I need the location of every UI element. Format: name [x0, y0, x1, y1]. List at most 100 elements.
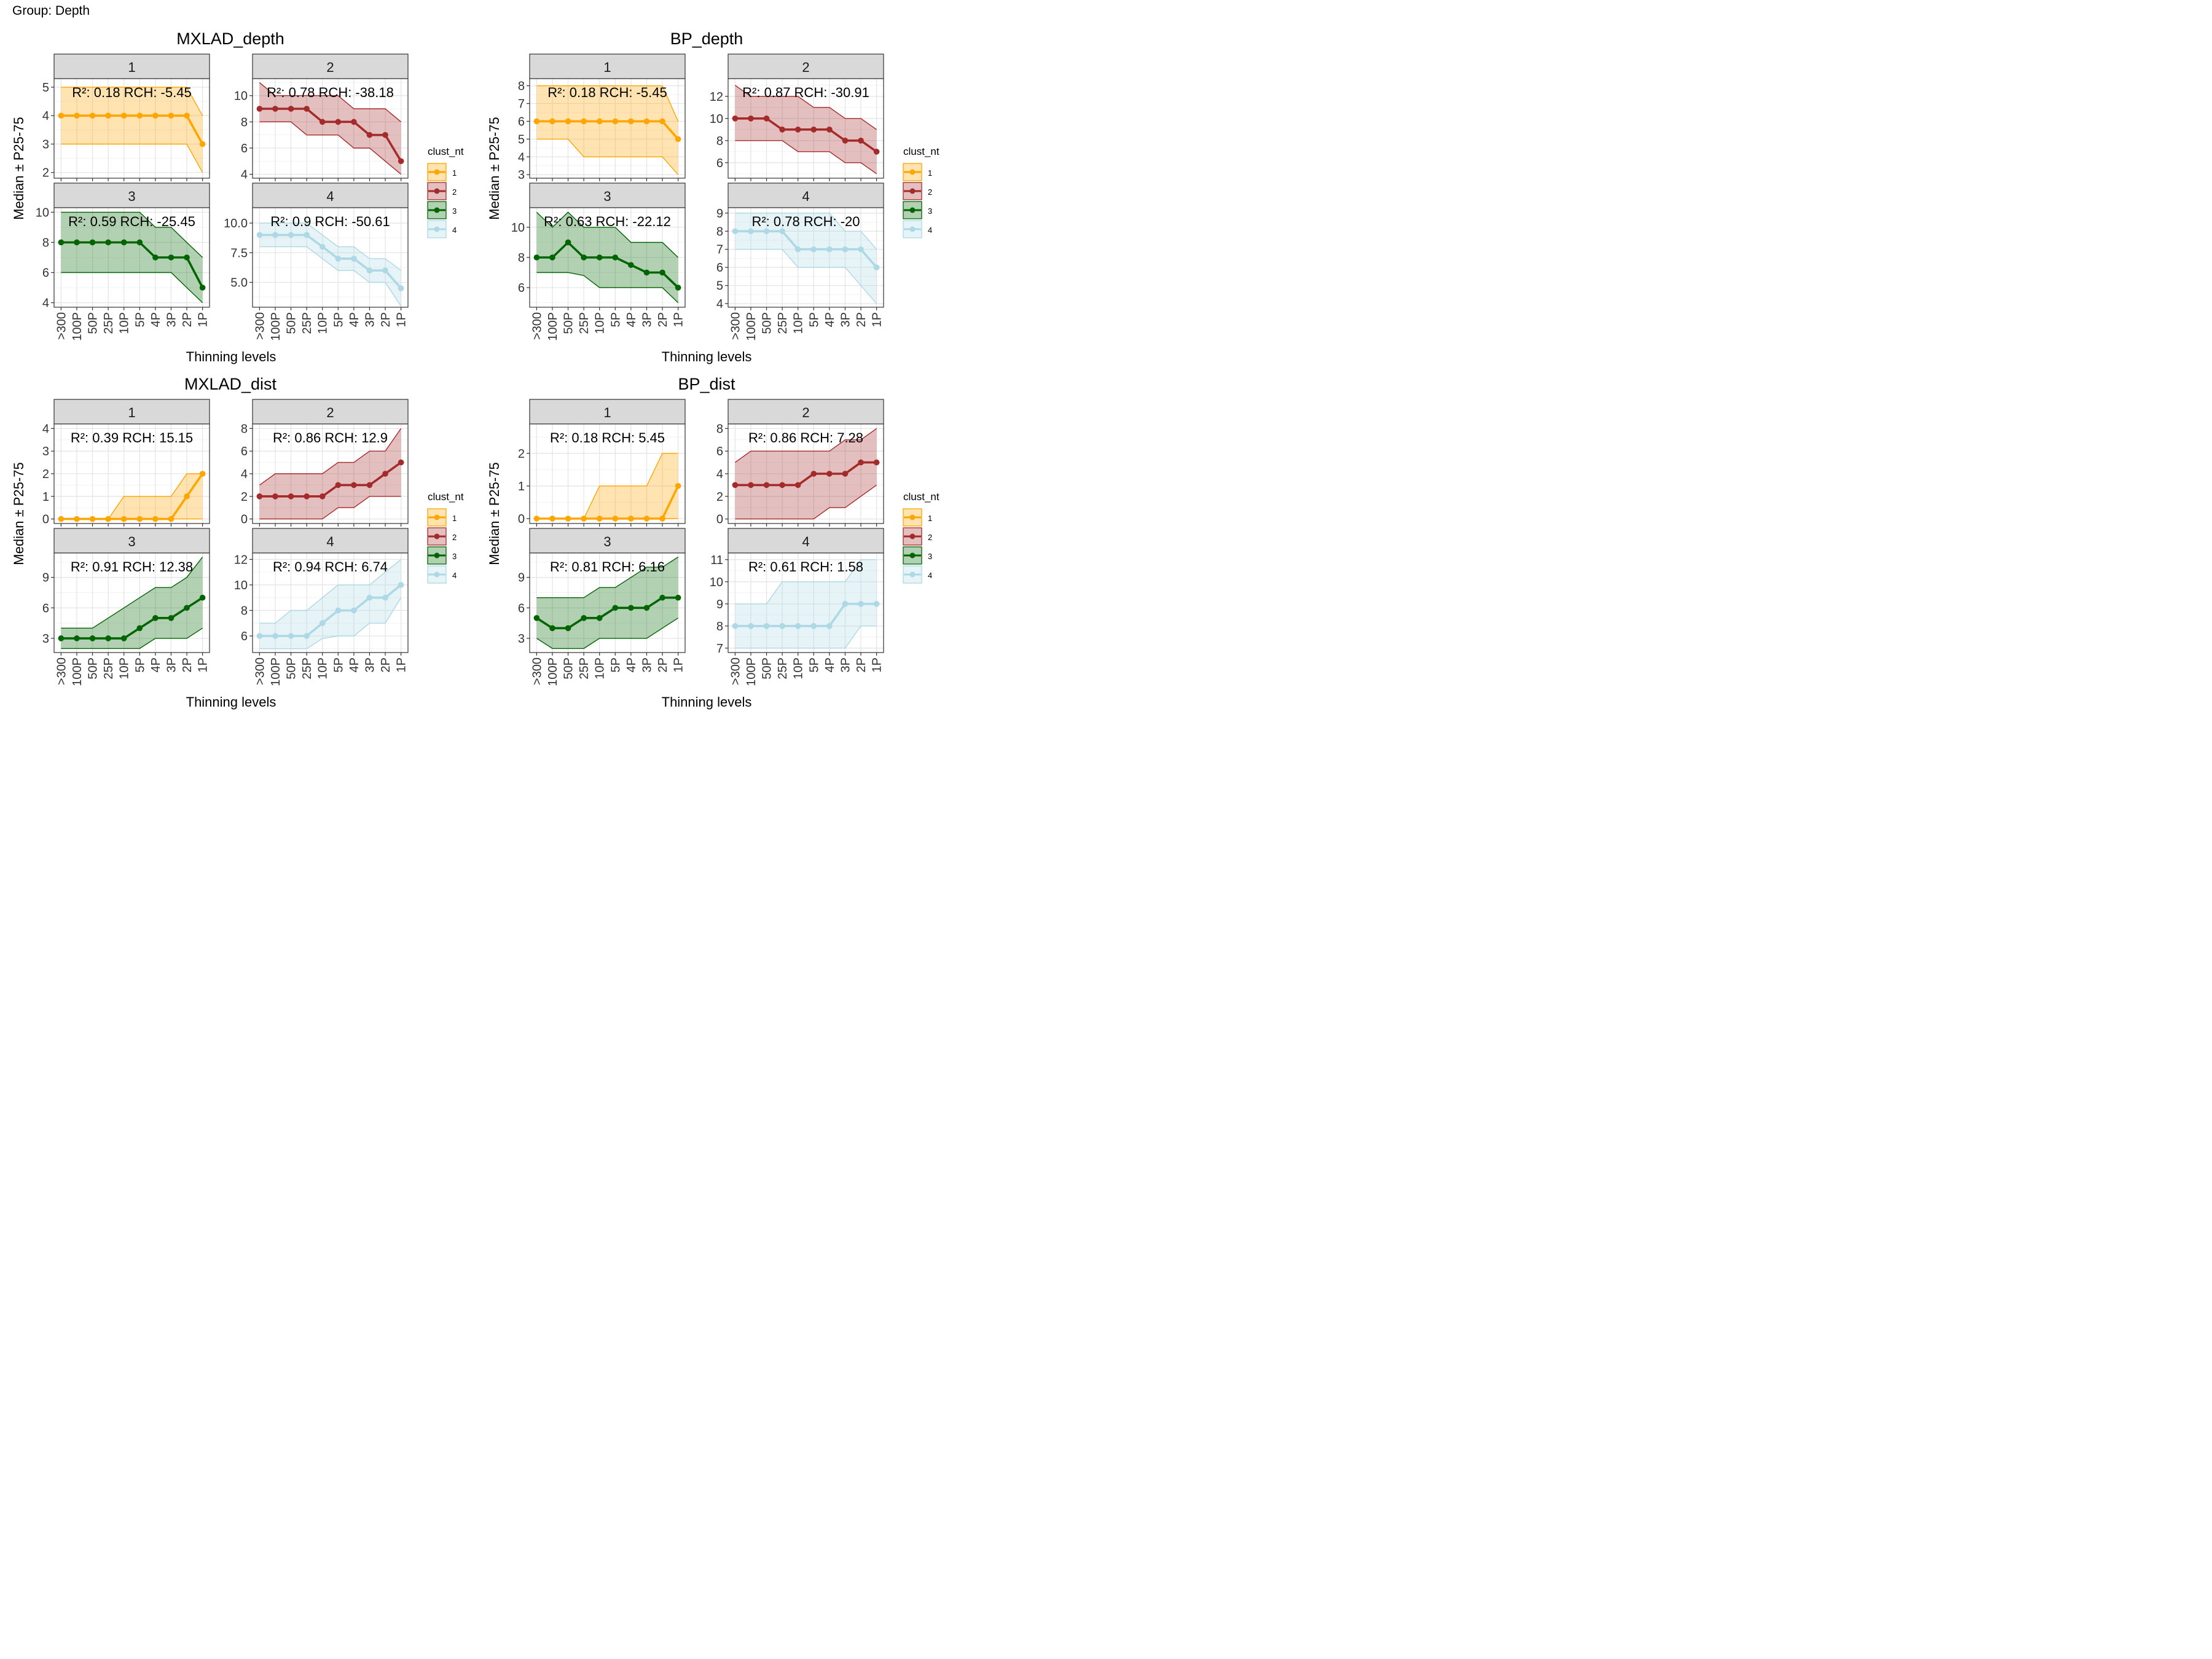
x-tick-label: 25P [102, 312, 116, 334]
y-tick-label: 4 [241, 168, 248, 182]
median-line [735, 603, 877, 627]
x-tick-label: 10P [792, 657, 806, 680]
y-tick-label: 8 [241, 422, 248, 436]
legend-label: 4 [928, 571, 932, 580]
y-tick-label: 10 [710, 112, 723, 126]
median-point [366, 131, 373, 138]
facet-4: 4 R²: 0.61 RCH: 1.58 7 8 9 10 11 >300 100P 50P 25P… [710, 528, 884, 686]
facet-strip-label: 2 [802, 60, 809, 75]
facet-annotation: R²: 0.81 RCH: 6.16 [550, 559, 665, 575]
y-tick-label: 6 [518, 602, 525, 615]
median-point [612, 254, 619, 261]
group-label: Group: Depth [12, 4, 90, 18]
legend-point [909, 552, 916, 559]
p25-line [735, 626, 877, 649]
x-tick-label: 10P [316, 312, 330, 334]
median-point [643, 269, 650, 276]
p25-line [61, 272, 203, 304]
panel-background [54, 79, 210, 178]
legend-point [434, 552, 440, 559]
median-point [748, 116, 754, 122]
p25-line [735, 484, 877, 520]
legend-point [434, 226, 440, 232]
legend-point [909, 226, 916, 232]
legend-point [434, 188, 440, 194]
median-point [549, 516, 555, 522]
x-tick-label: 50P [562, 312, 576, 334]
x-tick-label: 2P [181, 312, 194, 327]
legend-label: 3 [452, 552, 457, 561]
median-point [256, 493, 263, 500]
median-point [842, 246, 849, 253]
median-point [675, 594, 681, 601]
legend-point [434, 207, 440, 213]
median-point [120, 239, 127, 246]
legend-key-4: 4 [427, 220, 457, 238]
facet-annotation: R²: 0.87 RCH: -30.91 [742, 85, 869, 100]
median-point [74, 239, 80, 246]
median-point [748, 228, 754, 235]
legend-label: 3 [452, 206, 457, 216]
iqr-ribbon [259, 559, 401, 649]
x-tick-label: 50P [761, 312, 774, 334]
x-tick-label: 1P [871, 657, 884, 672]
y-tick-label: 6 [716, 445, 723, 458]
median-point [763, 228, 770, 235]
median-point [288, 493, 294, 500]
facet-strip-label: 3 [128, 189, 135, 204]
x-tick-label: >300 [729, 657, 742, 685]
x-tick-label: 5P [609, 312, 622, 327]
legend-label: 1 [928, 514, 932, 523]
legend-label: 2 [928, 533, 932, 542]
median-point [366, 267, 373, 274]
median-point [533, 516, 540, 522]
x-tick-label: 4P [625, 312, 638, 327]
y-tick-label: 1 [518, 480, 525, 493]
x-tick-label: 5P [332, 312, 345, 327]
y-tick-label: 7 [716, 243, 723, 257]
median-point [351, 256, 357, 262]
panel-background [253, 208, 408, 307]
median-point [549, 625, 555, 632]
x-tick-label: 100P [745, 657, 758, 686]
y-tick-label: 6 [241, 445, 248, 458]
median-point [549, 118, 555, 125]
median-point [335, 482, 342, 488]
x-tick-label: 4P [823, 312, 837, 327]
median-point [288, 232, 294, 238]
median-point [826, 471, 833, 477]
legend: clust_nt 1 2 3 4 [903, 146, 939, 238]
median-point [136, 625, 143, 632]
legend-point [434, 169, 440, 175]
x-tick-label: 5P [609, 657, 622, 672]
facet-annotation: R²: 0.59 RCH: -25.45 [68, 214, 195, 229]
facet-strip-label: 4 [802, 534, 809, 549]
facet-annotation: R²: 0.18 RCH: 5.45 [550, 430, 665, 445]
p75-line [61, 211, 203, 258]
median-point [732, 482, 739, 488]
x-tick-label: 4P [823, 657, 837, 672]
facet-1: 1 R²: 0.39 RCH: 15.15 0 1 2 3 4 [42, 399, 210, 527]
median-point [873, 459, 880, 466]
median-point [58, 635, 65, 641]
y-tick-label: 2 [241, 490, 248, 504]
median-point [810, 246, 817, 253]
x-tick-label: 50P [87, 312, 100, 334]
y-tick-label: 8 [716, 225, 723, 238]
legend-label: 1 [452, 514, 457, 523]
facet-strip-label: 1 [128, 60, 135, 75]
median-point [136, 239, 143, 246]
x-tick-label: 5P [133, 657, 147, 672]
median-point [105, 239, 111, 246]
x-tick-label: 1P [672, 312, 686, 327]
p25-line [259, 496, 401, 520]
median-line [536, 241, 679, 289]
y-tick-label: 7.5 [230, 246, 248, 260]
x-tick-label: 50P [285, 657, 299, 680]
p25-line [735, 140, 877, 175]
x-tick-label: 1P [197, 657, 210, 672]
median-point [272, 232, 278, 238]
x-tick-label: >300 [530, 312, 544, 340]
median-point [120, 635, 127, 641]
x-tick-label: 50P [285, 312, 299, 334]
